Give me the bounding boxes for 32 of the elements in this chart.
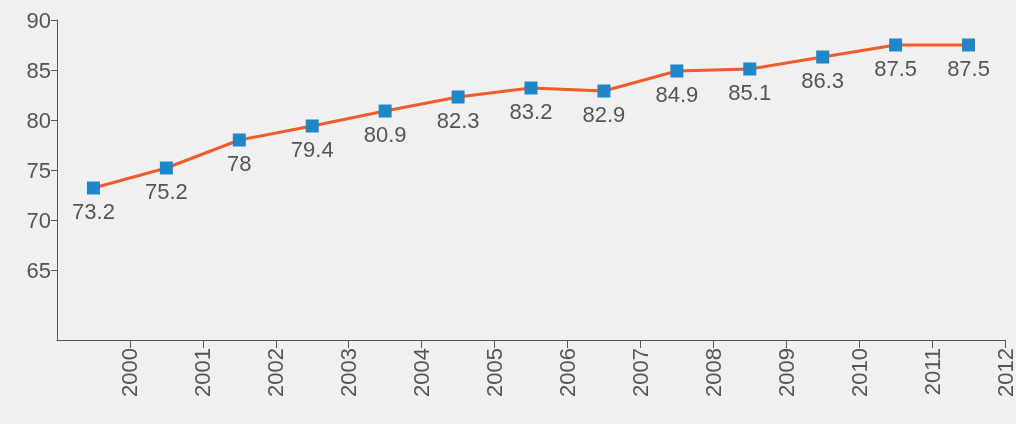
x-tick-label: 2004 [409, 348, 435, 397]
data-label: 79.4 [290, 137, 334, 162]
x-tick-label: 2001 [190, 348, 216, 397]
data-label: 83.2 [509, 99, 553, 124]
x-tick-label: 2003 [336, 348, 362, 397]
data-label: 75.2 [144, 179, 188, 204]
data-label: 87.5 [874, 56, 918, 81]
data-label: 78 [227, 151, 252, 176]
y-tick-label: 70 [26, 207, 51, 233]
y-tick-label: 75 [26, 157, 51, 183]
y-tick-label: 85 [26, 57, 51, 83]
y-tick-label: 80 [26, 107, 51, 133]
x-tick-label: 2000 [117, 348, 143, 397]
x-tick-label: 2011 [919, 348, 945, 396]
x-tick-label: 2007 [627, 348, 653, 397]
x-tick-label: 2006 [554, 348, 580, 397]
data-label: 82.9 [582, 102, 626, 127]
x-tick-label: 2005 [482, 348, 508, 397]
data-label: 82.3 [436, 108, 480, 133]
data-label: 80.9 [363, 122, 407, 147]
x-tick-label: 2012 [992, 348, 1016, 397]
y-tick-label: 90 [26, 7, 51, 33]
data-label: 84.9 [655, 82, 699, 107]
data-label: 85.1 [728, 80, 772, 105]
data-label: 86.3 [801, 68, 845, 93]
x-tick-label: 2010 [846, 348, 872, 397]
y-tick-label: 65 [26, 257, 51, 283]
x-tick-label: 2002 [263, 348, 289, 397]
x-tick-label: 2008 [700, 348, 726, 397]
x-tick-label: 2009 [773, 348, 799, 397]
data-label: 87.5 [947, 56, 990, 81]
data-label: 73.2 [72, 199, 115, 224]
